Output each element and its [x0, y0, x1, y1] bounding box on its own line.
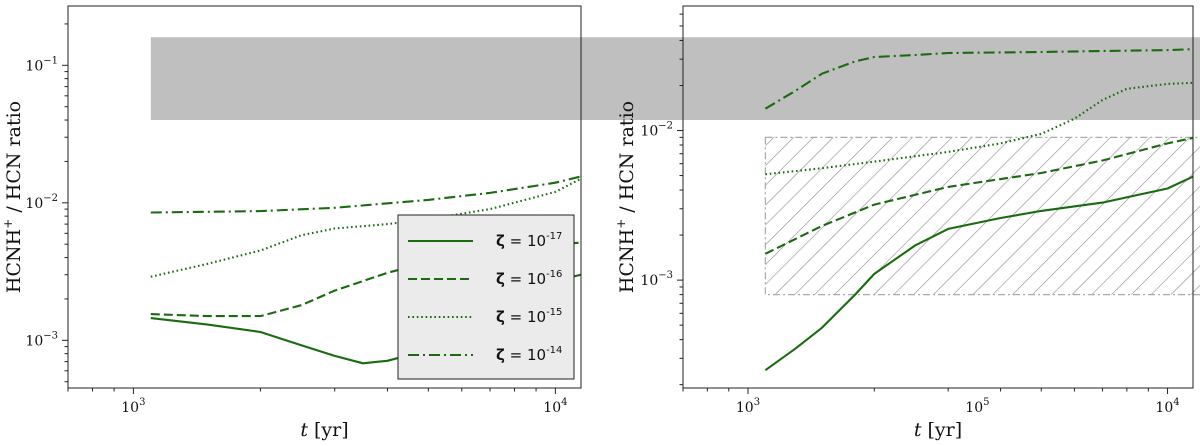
x-axis-label-unit: [yr] — [921, 419, 962, 441]
x-axis-label-var: t — [300, 419, 308, 441]
x-axis-label-var: t — [914, 419, 922, 441]
observed-range-band — [150, 37, 1200, 121]
observed-range-rect — [150, 37, 1200, 121]
x-axis-ticks: 103104105106107 — [682, 388, 1180, 416]
legend-label: ζ = 10-16 — [496, 269, 562, 288]
legend-label: ζ = 10-14 — [496, 345, 562, 364]
series-line-dashdot — [150, 175, 581, 214]
y-tick-label: 10−3 — [25, 330, 58, 349]
right-chart-panel: 103104105106107 10−310−2 t [yr] HCNH+ / … — [614, 5, 1200, 441]
x-tick-label: 104 — [1155, 397, 1179, 416]
y-axis-ticks: 10−3 10−2 — [640, 13, 683, 386]
axes-frame — [682, 5, 1194, 389]
y-axis-label: HCNH+ / HCN ratio — [1, 101, 25, 293]
series-line-dashed — [150, 241, 581, 318]
x-axis-label: t [yr] — [914, 419, 962, 441]
series-layer — [150, 175, 581, 365]
x-tick-label: 103 — [121, 397, 145, 416]
x-tick-label: 105 — [965, 397, 989, 416]
legend-label: ζ = 10-15 — [496, 307, 562, 326]
legend-box — [397, 214, 575, 380]
legend-label: ζ = 10-17 — [496, 231, 562, 250]
series-line-solid — [764, 175, 1193, 372]
y-tick-label: 10−2 — [640, 121, 673, 140]
series-line-solid — [150, 273, 581, 365]
x-tick-label: 104 — [543, 397, 567, 416]
legend: ζ = 10-17 ζ = 10-16 ζ = 10-15 ζ = 10-14 — [397, 214, 575, 380]
x-axis-ticks: 103104105106107 — [67, 388, 990, 416]
y-tick-label: 10−1 — [25, 55, 58, 74]
series-line-dotted — [765, 81, 1193, 176]
y-axis-ticks: 10−3 10−2 10−1 — [25, 23, 68, 383]
y-tick-label: 10−2 — [25, 193, 58, 212]
observed-range-rect — [764, 136, 1200, 296]
x-axis-label: t [yr] — [300, 419, 348, 441]
observed-range-band — [764, 136, 1200, 296]
x-tick-label: 103 — [736, 397, 760, 416]
axes-frame — [67, 5, 582, 389]
series-layer — [764, 48, 1193, 372]
series-line-dashdot — [764, 48, 1193, 110]
y-axis-label: HCNH+ / HCN ratio — [614, 101, 638, 293]
series-line-dotted — [150, 177, 581, 278]
x-axis-label-unit: [yr] — [308, 419, 349, 441]
y-tick-label: 10−3 — [640, 270, 673, 289]
left-chart-panel: 103104105106107 10−310−210−1 t [yr] HCNH… — [1, 5, 1200, 441]
